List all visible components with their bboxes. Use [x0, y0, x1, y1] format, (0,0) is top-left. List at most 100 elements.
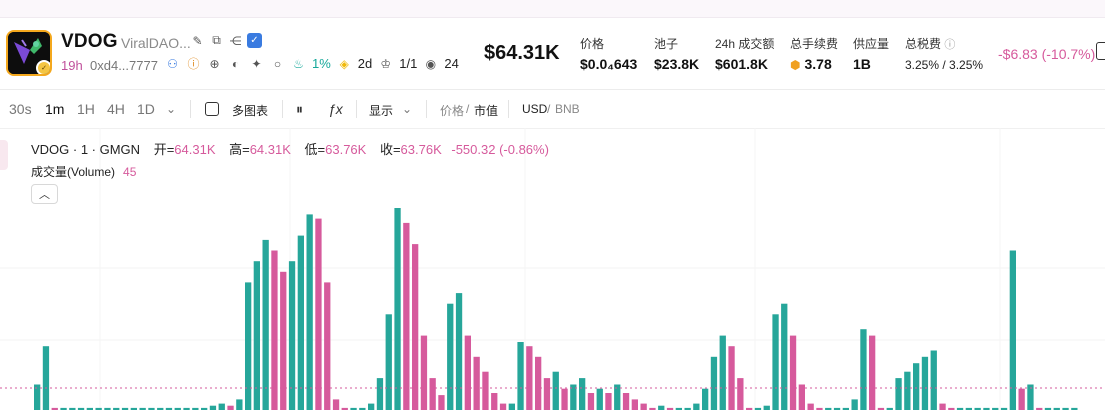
volume-bar [139, 407, 146, 410]
toggle-mcap[interactable]: 市值 [474, 104, 499, 118]
volume-bar [948, 407, 955, 410]
drawing-toolbar-tab[interactable] [0, 140, 8, 170]
stat-price: 价格 $0.0₄643 [580, 37, 638, 72]
interval-1h[interactable]: 1H [77, 101, 95, 117]
stat-supply: 供应量 1B [853, 37, 890, 72]
candle-type-icon[interactable]: ⏸ [296, 101, 303, 117]
holder-pct: 1% [312, 56, 331, 71]
interval-1d[interactable]: 1D [137, 101, 155, 117]
volume-bar [684, 407, 691, 410]
volume-bar [1044, 407, 1052, 410]
warning-icon[interactable]: ⓘ [187, 57, 200, 71]
legend-low: 63.76K [325, 142, 367, 157]
volume-bar [130, 407, 137, 410]
volume-bar [921, 356, 929, 410]
volume-bar [1062, 407, 1069, 410]
eye-icon: ◉ [425, 56, 437, 71]
volume-bar [227, 405, 234, 410]
volume-bar [491, 393, 498, 410]
volume-bar [218, 403, 225, 410]
display-chevron-icon[interactable]: ⌄ [402, 102, 413, 116]
currency-bnb[interactable]: BNB [555, 102, 580, 116]
share-icon[interactable]: ⋲ [229, 33, 242, 48]
ohlc-legend: VDOG · 1 · GMGN 开=64.31K 高=64.31K 低=63.7… [31, 142, 549, 157]
token-name: ViralDAO... [121, 35, 191, 51]
drawing-toolbar [0, 136, 8, 410]
volume-bar [746, 407, 753, 410]
volume-bar [473, 356, 480, 410]
ratio: 1/1 [399, 56, 418, 71]
volume-bar [930, 350, 937, 410]
currency-usd[interactable]: USD [522, 102, 548, 116]
globe-icon[interactable]: ⊕ [209, 56, 220, 71]
volume-bar [543, 378, 551, 410]
volume-bar [438, 395, 445, 410]
volume-bar [913, 363, 920, 410]
crown-icon: ♔ [380, 56, 392, 71]
multi-chart-checkbox[interactable] [205, 102, 219, 116]
chain-badge-icon: ✓ [36, 60, 50, 74]
chart-area[interactable] [0, 128, 1105, 410]
volume-bar [675, 407, 682, 410]
volume-chart [0, 128, 1105, 410]
volume-bar [605, 393, 612, 410]
volume-bar [1018, 388, 1025, 410]
search-icon[interactable]: ○ [273, 56, 282, 71]
interval-30s[interactable]: 30s [9, 101, 32, 117]
volume-bar [719, 335, 726, 410]
volume-bar [666, 407, 674, 410]
volume-bar [447, 303, 454, 410]
volume-bar [165, 407, 173, 410]
volume-bar [42, 346, 50, 410]
volume-bar [324, 282, 331, 410]
indicator-fx-icon[interactable]: ƒx [328, 101, 343, 117]
volume-bar [895, 378, 902, 410]
volume-bar [983, 407, 990, 410]
volume-bar [614, 384, 621, 410]
volume-bar [306, 214, 313, 410]
volume-bar [1000, 407, 1008, 410]
panel-icon[interactable] [1096, 42, 1105, 60]
verified-icon[interactable]: ✓ [247, 33, 262, 48]
legend-change: -550.32 (-0.86%) [451, 142, 549, 157]
volume-bar [376, 378, 384, 410]
volume-bar [412, 244, 419, 410]
volume-bar [992, 407, 999, 410]
volume-bar [148, 407, 155, 410]
volume-bar [693, 403, 700, 410]
announce-icon[interactable]: ✦ [251, 56, 262, 71]
volume-bar [403, 222, 410, 410]
volume-bar [956, 407, 964, 410]
volume-label: 成交量(Volume) [31, 165, 116, 179]
volume-bar [236, 399, 243, 410]
copy-icon[interactable]: ⧉ [212, 33, 221, 47]
interval-4h[interactable]: 4H [107, 101, 125, 117]
interval-dropdown-chevron-icon[interactable]: ⌄ [166, 102, 177, 116]
user-icon[interactable]: ⚇ [167, 56, 178, 71]
volume-bar [526, 346, 533, 410]
volume-bar [77, 407, 85, 410]
interval-1m[interactable]: 1m [45, 101, 65, 117]
volume-bar [86, 407, 93, 410]
multi-chart-label[interactable]: 多图表 [232, 104, 269, 118]
fee-icon: ⬢ [790, 58, 801, 72]
volume-bar [579, 378, 586, 410]
volume-bar [754, 407, 762, 410]
volume-value: 45 [123, 165, 137, 179]
top-strip [0, 0, 1105, 18]
help-icon[interactable]: ⓘ [944, 39, 956, 51]
chart-icon[interactable]: ◐ [231, 56, 240, 71]
volume-bar [482, 371, 489, 410]
collapse-chevron-up-icon[interactable]: ︿ [31, 184, 58, 204]
volume-bar [104, 407, 111, 410]
contract-address[interactable]: 0xd4...7777 [90, 58, 158, 73]
volume-bar [517, 342, 524, 410]
display-menu[interactable]: 显示 [369, 104, 394, 118]
volume-bar [394, 208, 401, 410]
edit-icon[interactable]: ✎ [192, 33, 203, 48]
chart-toolbar: 30s 1m 1H 4H 1D ⌄ 多图表 ⏸ ƒx 显示 ⌄ 价格 / 市值 … [0, 90, 1105, 128]
toggle-price[interactable]: 价格 [440, 104, 465, 118]
legend-high: 64.31K [249, 142, 291, 157]
volume-bar [781, 303, 788, 410]
volume-bar [1036, 407, 1043, 410]
